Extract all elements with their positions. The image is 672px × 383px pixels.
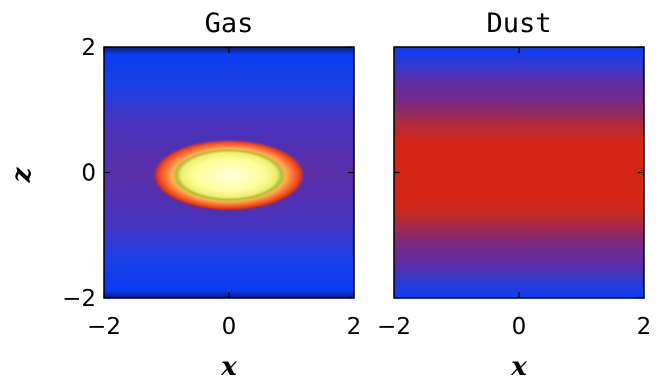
gas-y-axis-label: z xyxy=(7,166,37,183)
gas-panel-title: Gas xyxy=(205,8,254,39)
gas-y-tick-label: 0 xyxy=(81,161,96,187)
gas-hot-core xyxy=(152,139,306,211)
gas-x-tick-label: 2 xyxy=(347,314,362,340)
dust-x-tick-label: 0 xyxy=(512,314,527,340)
dust-panel: Dust −2 0 2 x xyxy=(377,8,651,382)
gas-x-axis-label: x xyxy=(220,352,237,382)
dust-x-tick-label: 2 xyxy=(637,314,652,340)
dust-x-axis-label: x xyxy=(510,352,527,382)
gas-x-tick-label: −2 xyxy=(87,314,121,340)
dust-heatmap-field xyxy=(394,47,644,298)
dust-x-tick-label: −2 xyxy=(377,314,411,340)
dust-panel-title: Dust xyxy=(486,8,551,39)
gas-y-tick-label: −2 xyxy=(62,286,96,312)
gas-x-tick-label: 0 xyxy=(222,314,237,340)
gas-panel: Gas −2 0 2 −2 0 2 x z xyxy=(7,8,361,382)
gas-y-tick-label: 2 xyxy=(81,35,96,61)
